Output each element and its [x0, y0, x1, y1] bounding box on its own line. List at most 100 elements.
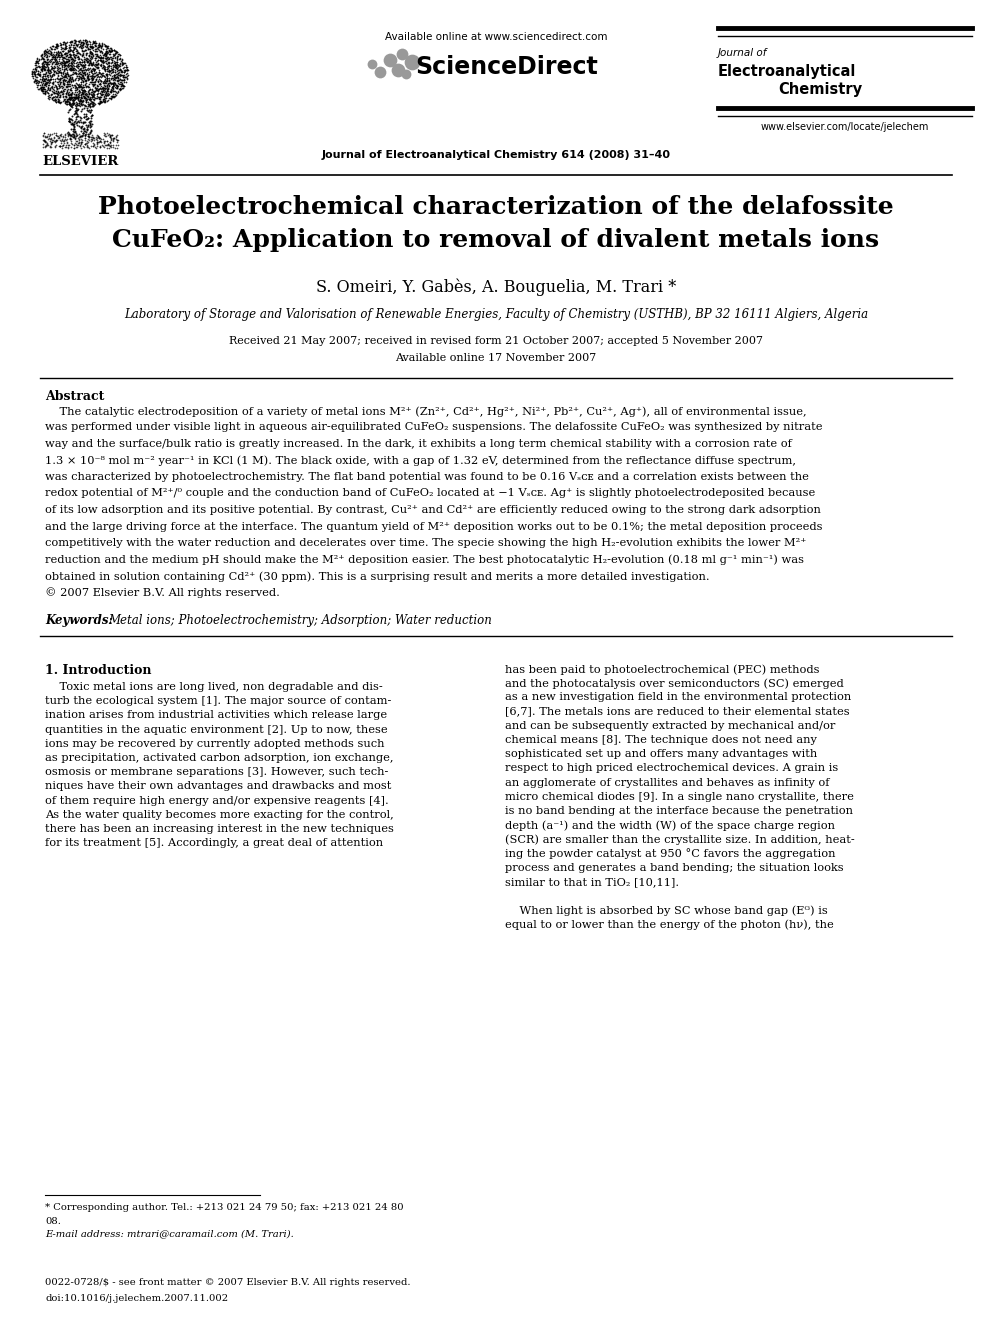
- Text: 0022-0728/$ - see front matter © 2007 Elsevier B.V. All rights reserved.: 0022-0728/$ - see front matter © 2007 El…: [45, 1278, 411, 1287]
- Point: [83, 61, 99, 82]
- Point: [62, 32, 78, 53]
- Point: [92, 91, 108, 112]
- Point: [42, 73, 58, 94]
- Point: [82, 36, 98, 57]
- Point: [58, 34, 73, 56]
- Point: [40, 61, 56, 82]
- Point: [60, 62, 75, 83]
- Point: [66, 32, 82, 53]
- Point: [40, 58, 56, 79]
- Point: [97, 126, 113, 147]
- Point: [84, 44, 100, 65]
- Point: [48, 41, 63, 62]
- Point: [76, 134, 92, 155]
- Point: [86, 85, 102, 106]
- Point: [83, 120, 99, 142]
- Point: [36, 70, 52, 91]
- Point: [102, 41, 118, 62]
- Point: [38, 45, 54, 66]
- Point: [87, 79, 103, 101]
- Point: [79, 36, 95, 57]
- Point: [35, 78, 51, 99]
- Point: [109, 77, 125, 98]
- Point: [82, 99, 98, 120]
- Point: [109, 57, 125, 78]
- Point: [53, 42, 68, 64]
- Point: [43, 66, 59, 87]
- Point: [115, 57, 131, 78]
- Point: [58, 83, 73, 105]
- Point: [45, 53, 61, 74]
- Point: [62, 71, 78, 93]
- Point: [98, 37, 114, 58]
- Point: [80, 81, 96, 102]
- Point: [64, 120, 80, 142]
- Point: [56, 52, 71, 73]
- Point: [63, 90, 79, 111]
- Point: [75, 111, 91, 132]
- Point: [95, 44, 111, 65]
- Point: [82, 48, 98, 69]
- Point: [35, 57, 51, 78]
- Point: [40, 58, 56, 79]
- Point: [93, 128, 109, 149]
- Point: [108, 126, 124, 147]
- Point: [63, 53, 79, 74]
- Point: [45, 87, 61, 108]
- Point: [86, 48, 102, 69]
- Point: [56, 134, 71, 155]
- Point: [100, 52, 116, 73]
- Point: [78, 73, 94, 94]
- Point: [96, 123, 112, 144]
- Point: [114, 73, 130, 94]
- Point: [34, 78, 50, 99]
- Point: [61, 54, 76, 75]
- Point: [93, 46, 109, 67]
- Point: [32, 78, 48, 99]
- Point: [36, 49, 52, 70]
- Point: [59, 52, 74, 73]
- Point: [57, 89, 72, 110]
- Point: [64, 48, 80, 69]
- Point: [53, 52, 68, 73]
- Point: [54, 42, 69, 64]
- Point: [62, 75, 77, 97]
- Point: [40, 127, 56, 148]
- Point: [69, 64, 85, 85]
- Text: and the large driving force at the interface. The quantum yield of M²⁺ depositio: and the large driving force at the inter…: [45, 521, 822, 532]
- Point: [65, 29, 81, 50]
- Point: [91, 62, 107, 83]
- Point: [114, 74, 130, 95]
- Point: [114, 49, 130, 70]
- Point: [99, 85, 115, 106]
- Point: [83, 41, 99, 62]
- Point: [96, 73, 112, 94]
- Point: [72, 111, 88, 132]
- Point: [53, 41, 68, 62]
- Point: [74, 54, 90, 75]
- Point: [103, 50, 119, 71]
- Point: [88, 57, 104, 78]
- Point: [85, 33, 101, 54]
- Point: [68, 94, 84, 115]
- Point: [29, 50, 45, 71]
- Point: [68, 45, 84, 66]
- Point: [99, 36, 115, 57]
- Point: [58, 53, 73, 74]
- Point: [40, 53, 56, 74]
- Point: [92, 48, 108, 69]
- Point: [108, 41, 124, 62]
- Point: [91, 91, 107, 112]
- Point: [65, 94, 81, 115]
- Point: [73, 45, 89, 66]
- Point: [35, 82, 51, 103]
- Point: [84, 128, 100, 149]
- Point: [90, 74, 106, 95]
- Point: [97, 123, 113, 144]
- Point: [68, 36, 84, 57]
- Point: [65, 41, 81, 62]
- Point: [60, 85, 75, 106]
- Point: [77, 81, 93, 102]
- Point: [62, 111, 77, 132]
- Point: [74, 67, 90, 89]
